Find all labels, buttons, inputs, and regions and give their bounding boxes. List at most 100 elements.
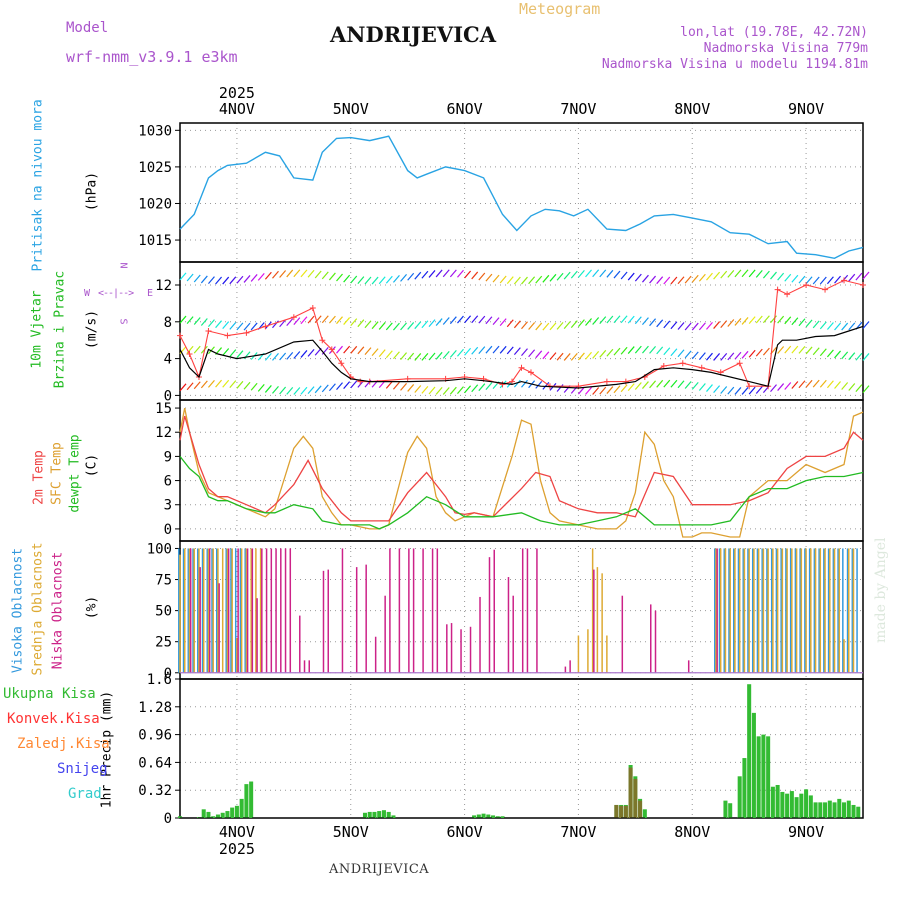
y-tick-label-precip: 0.32: [138, 783, 172, 799]
wind-arrow: [236, 380, 244, 389]
wind-arrow: [471, 384, 479, 393]
wind-arrow: [805, 346, 813, 355]
wind-arrow: [485, 273, 493, 282]
precip-bar-total: [362, 812, 367, 818]
wind-arrow: [321, 271, 329, 280]
precip-bar-total: [804, 789, 809, 818]
precip-bar-total: [846, 800, 851, 818]
wind-arrow: [641, 345, 649, 354]
wind-arrow: [841, 382, 849, 390]
gust-marker: [841, 277, 848, 284]
wind-arrow: [713, 271, 721, 280]
wind-arrow: [435, 269, 443, 278]
wind-arrow: [819, 348, 827, 357]
wind-arrow: [435, 351, 443, 360]
wind-arrow: [677, 349, 685, 358]
wind-arrow: [599, 349, 607, 358]
wind-arrow: [272, 385, 279, 394]
wind-arrow: [378, 276, 386, 285]
wind-arrow: [713, 353, 721, 361]
wind-arrow: [307, 348, 315, 357]
x-tick-label-bottom: 9NOV: [788, 823, 824, 841]
y-tick-label-precip: 0: [164, 811, 172, 827]
wind-arrow: [350, 380, 358, 389]
wind-arrow: [570, 352, 578, 361]
legend-total-rain: Ukupna Kisa: [3, 686, 96, 702]
wind-arrow: [613, 347, 621, 356]
wind-arrow: [392, 351, 400, 360]
wind-arrow: [542, 381, 550, 390]
wind-arrow: [627, 383, 635, 392]
wind-arrow: [720, 320, 728, 328]
wind-arrow: [400, 322, 408, 331]
wind-arrow: [812, 379, 820, 388]
gust-marker: [603, 378, 610, 385]
wind-arrow: [350, 275, 358, 284]
wind-arrow: [457, 386, 464, 394]
wind-arrow: [592, 317, 600, 325]
gust-marker: [698, 364, 705, 371]
wind-arrow: [691, 382, 699, 390]
precip-bar-total: [486, 814, 491, 818]
x-tick-label-bottom: 7NOV: [560, 823, 596, 841]
y-tick-label-cloud: 100: [147, 541, 172, 557]
wind-arrow: [841, 351, 849, 360]
wind-arrow: [229, 276, 237, 285]
wind-arrow: [570, 270, 578, 279]
wind-arrow: [392, 274, 400, 283]
wind-arrow: [492, 345, 500, 354]
precip-bar-total: [832, 802, 837, 818]
wind-arrow: [734, 269, 742, 278]
wind-arrow: [186, 273, 194, 282]
precip-bar-freezing: [614, 804, 619, 818]
precip-bar-total: [381, 810, 386, 818]
wind-arrow: [357, 346, 365, 355]
precip-bar-total: [476, 814, 481, 818]
precip-bar-freezing: [633, 778, 638, 818]
precip-bar-total: [472, 815, 477, 818]
gust-marker: [319, 337, 326, 344]
wind-arrow: [307, 386, 315, 395]
wind-arrow: [336, 273, 343, 282]
x-tick-label-top: 8NOV: [674, 100, 710, 118]
wind-arrow: [741, 269, 749, 278]
wind-arrow: [492, 317, 500, 326]
wind-arrow: [556, 322, 564, 330]
wind-arrow: [713, 321, 721, 329]
precip-bar-freezing: [619, 805, 624, 818]
wind-arrow: [314, 315, 322, 324]
wind-arrow: [457, 348, 464, 357]
wind-arrow: [549, 273, 557, 282]
gust-marker: [404, 375, 411, 382]
wind-arrow: [748, 269, 756, 278]
coordinates: lon,lat (19.78E, 42.72N): [680, 25, 868, 40]
wind-arrow: [293, 351, 301, 359]
wind-arrow: [563, 271, 571, 280]
gust-marker: [309, 305, 316, 311]
wind-arrow: [286, 387, 294, 395]
pressure-line: [179, 135, 864, 260]
wind-arrow: [321, 315, 329, 324]
wind-arrow: [770, 384, 777, 393]
precip-bar-total: [391, 815, 396, 818]
wind-arrow: [684, 350, 692, 359]
wind-arrow: [442, 387, 450, 395]
wind-arrow: [791, 381, 799, 389]
wind-arrow: [457, 269, 464, 278]
precip-bar-total: [377, 811, 382, 818]
wind-arrow: [791, 274, 799, 283]
x-tick-label-top: 6NOV: [447, 100, 483, 118]
y-tick-label-temp: 15: [155, 401, 172, 417]
wind-arrow: [215, 276, 223, 285]
wind-arrow: [179, 272, 187, 281]
precip-bar-total: [386, 811, 391, 818]
gust-marker: [509, 378, 516, 385]
t2m-line: [179, 415, 864, 522]
wind-arrow: [706, 272, 713, 281]
wind-arrow: [478, 315, 486, 324]
wind-arrow: [421, 385, 429, 394]
wind-arrow: [848, 322, 856, 331]
wind-arrow: [713, 385, 721, 393]
wind-arrow: [641, 274, 649, 283]
wind-arrow: [193, 274, 201, 283]
